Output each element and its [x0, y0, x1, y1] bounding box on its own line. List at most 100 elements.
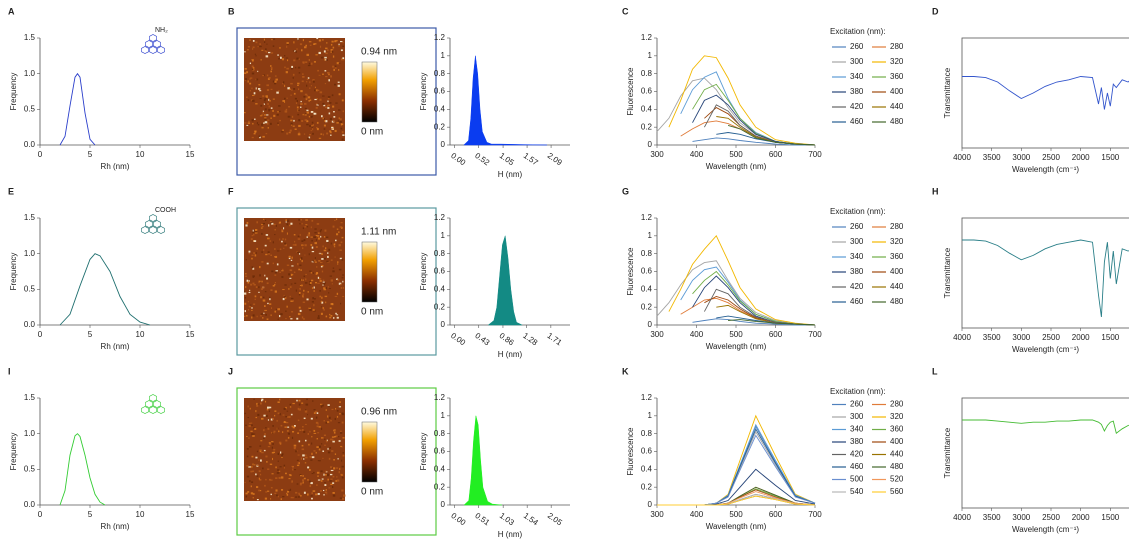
afm-speckle: [274, 80, 277, 83]
afm-speckle: [325, 440, 328, 443]
afm-speckle: [334, 429, 336, 432]
afm-speckle: [329, 117, 332, 120]
afm-speckle: [246, 465, 249, 467]
afm-speckle: [311, 301, 314, 303]
afm-speckle: [332, 65, 335, 68]
afm-speckle: [307, 466, 310, 469]
afm-speckle: [259, 450, 262, 453]
afm-speckle: [332, 438, 334, 440]
afm-speckle: [260, 459, 262, 462]
afm-speckle: [310, 271, 312, 274]
x-tick-label: 1500: [1101, 333, 1119, 342]
legend-label: 320: [890, 57, 904, 66]
afm-speckle: [316, 438, 318, 440]
afm-speckle: [281, 131, 284, 133]
y-axis-label: Fluorescence: [626, 427, 635, 476]
afm-speckle: [326, 42, 328, 44]
y-tick-label: 0: [441, 500, 446, 509]
afm-speckle: [338, 436, 340, 438]
afm-speckle: [342, 134, 345, 136]
afm-speckle: [246, 124, 249, 126]
afm-speckle: [316, 471, 320, 474]
afm-speckle: [321, 253, 323, 255]
afm-speckle: [274, 255, 278, 258]
afm-speckle: [262, 110, 265, 112]
legend-label: 380: [850, 87, 864, 96]
afm-image: [244, 398, 345, 501]
afm-speckle: [305, 454, 307, 456]
afm-speckle: [297, 109, 300, 111]
afm-speckle: [309, 309, 312, 312]
x-axis-label: Wavelength (cm⁻¹): [1012, 525, 1079, 534]
y-tick-label: 1: [441, 51, 446, 60]
y-tick-label: 0.8: [641, 429, 653, 438]
afm-speckle: [316, 446, 319, 448]
afm-speckle: [264, 433, 267, 435]
afm-speckle: [244, 292, 247, 295]
afm-speckle: [295, 66, 297, 69]
afm-speckle: [338, 117, 340, 119]
afm-speckle: [261, 286, 265, 289]
y-axis-label: Frequency: [419, 433, 428, 471]
afm-speckle: [328, 292, 330, 294]
afm-speckle: [316, 104, 319, 106]
afm-speckle: [263, 435, 266, 438]
afm-speckle: [316, 128, 319, 131]
afm-speckle: [264, 274, 266, 277]
molecule-icon: [153, 400, 161, 408]
afm-speckle: [316, 484, 318, 486]
color-bar-min: 0 nm: [361, 307, 383, 318]
afm-speckle: [332, 225, 335, 228]
afm-speckle: [251, 309, 253, 312]
afm-speckle: [248, 466, 251, 468]
data-line: [59, 433, 106, 506]
afm-speckle: [258, 135, 261, 138]
afm-speckle: [305, 456, 308, 459]
afm-speckle: [324, 58, 326, 61]
y-tick-label: 0.2: [641, 302, 653, 311]
afm-speckle: [253, 433, 256, 435]
afm-speckle: [281, 454, 283, 457]
y-tick-label: 1.2: [641, 33, 653, 42]
afm-speckle: [260, 461, 262, 463]
afm-speckle: [265, 253, 268, 256]
afm-speckle: [296, 459, 299, 461]
afm-speckle: [336, 122, 339, 124]
afm-speckle: [256, 315, 258, 318]
afm-speckle: [313, 290, 315, 292]
afm-speckle: [261, 232, 263, 235]
afm-speckle: [265, 455, 268, 458]
afm-speckle: [282, 431, 284, 434]
afm-speckle: [250, 466, 253, 468]
afm-speckle: [277, 54, 279, 56]
afm-speckle: [327, 241, 329, 243]
afm-speckle: [329, 102, 332, 104]
afm-speckle: [250, 485, 252, 488]
afm-speckle: [339, 118, 342, 121]
x-tick-label: 10: [136, 150, 145, 159]
afm-speckle: [251, 87, 253, 90]
x-tick-label: 0: [38, 150, 43, 159]
afm-speckle: [330, 419, 332, 422]
afm-speckle: [340, 302, 342, 305]
afm-speckle: [320, 235, 322, 238]
afm-speckle: [258, 281, 260, 284]
afm-speckle: [294, 128, 297, 130]
y-tick-label: 1: [441, 411, 446, 420]
afm-speckle: [327, 447, 329, 450]
afm-speckle: [303, 133, 306, 135]
afm-speckle: [315, 273, 318, 275]
x-axis-label: Wavelength (cm⁻¹): [1012, 345, 1079, 354]
y-tick-label: 0.5: [24, 104, 36, 113]
afm-speckle: [261, 398, 264, 401]
afm-speckle: [314, 43, 317, 45]
afm-speckle: [309, 484, 312, 488]
afm-speckle: [300, 495, 302, 497]
afm-speckle: [292, 426, 295, 429]
afm-speckle: [247, 122, 251, 124]
x-axis-label: Wavelength (nm): [706, 162, 767, 171]
color-bar-max: 0.96 nm: [361, 407, 397, 418]
panel-letter: A: [8, 6, 15, 16]
y-tick-label: 1.0: [24, 429, 36, 438]
afm-speckle: [304, 244, 307, 247]
